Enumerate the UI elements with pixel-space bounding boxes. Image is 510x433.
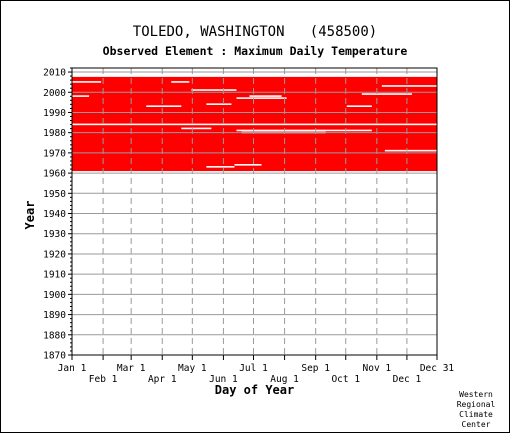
chart-subtitle: Observed Element : Maximum Daily Tempera…	[102, 44, 408, 58]
credit-line: Regional	[456, 400, 496, 409]
y-tick-label: 1990	[43, 108, 66, 119]
data-gap	[236, 97, 287, 99]
data-gap	[381, 85, 437, 87]
chart-title: TOLEDO, WASHINGTON (458500)	[132, 24, 378, 40]
data-gap	[171, 81, 190, 83]
data-gap	[72, 81, 102, 83]
y-tick-label: 1950	[43, 189, 66, 200]
x-tick-label: Apr 1	[148, 374, 177, 385]
y-axis-label: Year	[23, 200, 37, 230]
data-gap	[234, 164, 262, 166]
data-gap	[72, 95, 90, 97]
x-tick-label: Nov 1	[363, 363, 392, 374]
x-tick-label: Jan 1	[58, 363, 87, 374]
data-gap	[181, 127, 212, 130]
data-gap	[236, 129, 372, 132]
y-tick-label: 1970	[43, 148, 66, 159]
y-tick-label: 1900	[43, 290, 66, 301]
data-gap	[346, 105, 372, 107]
y-tick-label: 1930	[43, 229, 66, 240]
x-tick-label: Jul 1	[239, 363, 268, 374]
x-tick-label: Dec 1	[393, 374, 422, 385]
data-gap	[72, 123, 437, 126]
x-tick-label: Mar 1	[117, 363, 146, 374]
y-tick-label: 1910	[43, 270, 66, 281]
y-tick-label: 1880	[43, 330, 66, 341]
x-axis-label: Day of Year	[214, 383, 295, 397]
data-gap	[146, 105, 182, 107]
x-tick-label: May 1	[178, 363, 207, 374]
data-gap	[191, 89, 237, 91]
credit-line: Center	[461, 420, 491, 429]
credit-line: Western	[459, 390, 493, 399]
credit-text: Western Regional Climate Center	[446, 390, 506, 430]
y-tick-label: 1960	[43, 169, 66, 180]
credit-line: Climate	[459, 410, 493, 419]
y-tick-label: 1920	[43, 249, 66, 260]
data-gap	[206, 166, 235, 168]
y-tick-label: 2010	[43, 68, 66, 79]
y-tick-label: 2000	[43, 88, 66, 99]
data-gap	[361, 93, 412, 95]
x-tick-label: Oct 1	[331, 374, 360, 385]
data-gap	[249, 95, 282, 97]
x-tick-label: Sep 1	[301, 363, 330, 374]
y-tick-label: 1890	[43, 310, 66, 321]
plot-border	[71, 67, 438, 356]
data-gap	[384, 149, 437, 152]
x-tick-label: Dec 31	[420, 363, 455, 374]
y-tick-label: 1870	[43, 351, 66, 362]
x-tick-label: Jun 1	[209, 374, 238, 385]
x-tick-label: Feb 1	[89, 374, 118, 385]
y-tick-label: 1940	[43, 209, 66, 220]
y-tick-label: 1980	[43, 128, 66, 139]
x-tick-label: Aug 1	[270, 374, 299, 385]
data-gap	[206, 103, 232, 105]
